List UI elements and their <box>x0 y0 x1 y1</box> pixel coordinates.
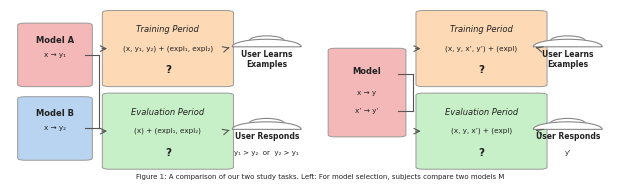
Text: x → y₂: x → y₂ <box>44 125 66 131</box>
Text: (x) + (expl₁, expl₂): (x) + (expl₁, expl₂) <box>134 128 202 134</box>
Text: ?: ? <box>479 148 484 158</box>
Text: Evaluation Period: Evaluation Period <box>445 108 518 117</box>
Text: y₁ > y₂  or  y₂ > y₁: y₁ > y₂ or y₂ > y₁ <box>234 150 299 156</box>
Text: x’ → y’: x’ → y’ <box>355 108 379 114</box>
Polygon shape <box>232 122 301 129</box>
Text: (x, y, x’, y’) + (expl): (x, y, x’, y’) + (expl) <box>445 45 518 52</box>
Text: Evaluation Period: Evaluation Period <box>131 108 205 117</box>
Text: User Responds: User Responds <box>536 132 600 141</box>
FancyBboxPatch shape <box>416 93 547 169</box>
Text: x → y: x → y <box>358 90 376 96</box>
Text: Model B: Model B <box>36 109 74 118</box>
Text: Model A: Model A <box>36 36 74 45</box>
Text: User Learns
Examples: User Learns Examples <box>542 50 593 69</box>
Text: ?: ? <box>165 148 171 158</box>
Text: User Learns
Examples: User Learns Examples <box>241 50 292 69</box>
FancyBboxPatch shape <box>102 11 234 87</box>
Text: (x, y, x’) + (expl): (x, y, x’) + (expl) <box>451 128 512 134</box>
FancyBboxPatch shape <box>328 48 406 137</box>
Polygon shape <box>232 39 301 47</box>
Text: x → y₁: x → y₁ <box>44 52 66 58</box>
FancyBboxPatch shape <box>18 23 92 87</box>
Text: Training Period: Training Period <box>136 25 199 34</box>
Circle shape <box>550 119 586 129</box>
Text: (x, y₁, y₂) + (expl₁, expl₂): (x, y₁, y₂) + (expl₁, expl₂) <box>123 45 213 52</box>
Circle shape <box>249 36 284 46</box>
FancyBboxPatch shape <box>102 93 234 169</box>
Text: User Responds: User Responds <box>234 132 299 141</box>
Text: Model: Model <box>353 67 381 76</box>
Polygon shape <box>533 39 602 47</box>
Text: y’: y’ <box>564 150 571 156</box>
Text: Training Period: Training Period <box>450 25 513 34</box>
FancyBboxPatch shape <box>18 97 92 160</box>
Polygon shape <box>533 122 602 129</box>
FancyBboxPatch shape <box>416 11 547 87</box>
Circle shape <box>550 36 586 46</box>
Text: ?: ? <box>479 65 484 75</box>
Text: ?: ? <box>165 65 171 75</box>
Text: Figure 1: A comparison of our two study tasks. Left: For model selection, subjec: Figure 1: A comparison of our two study … <box>136 174 504 180</box>
Circle shape <box>249 119 284 129</box>
